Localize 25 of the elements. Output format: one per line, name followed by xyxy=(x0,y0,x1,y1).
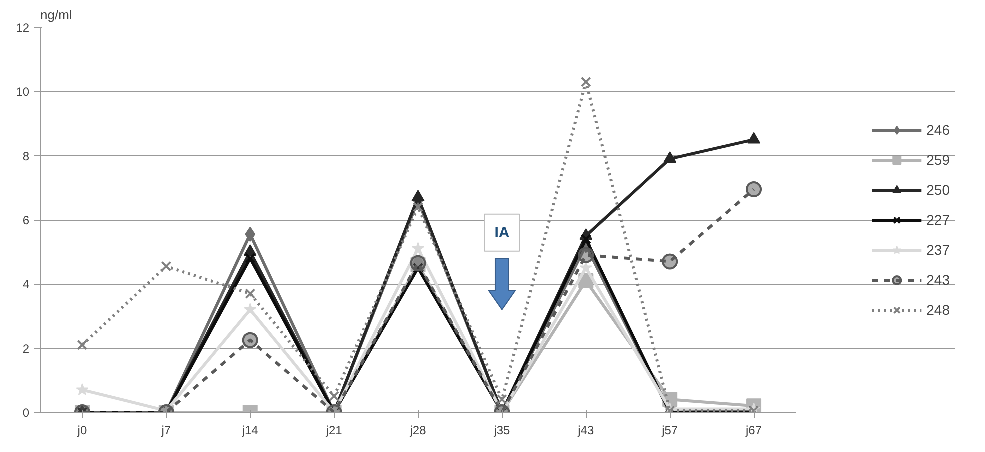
y-tick-label: 8 xyxy=(22,149,30,164)
legend-label: 248 xyxy=(926,302,950,318)
x-tick-label: j14 xyxy=(241,424,259,438)
x-tick-label: j0 xyxy=(76,424,88,438)
x-tick-label: j35 xyxy=(493,424,511,438)
legend-label: 250 xyxy=(926,182,950,198)
x-tick-label: j7 xyxy=(160,424,172,438)
x-tick-label: j67 xyxy=(745,424,762,438)
y-tick-label: 2 xyxy=(22,342,30,356)
y-tick-label: 4 xyxy=(22,278,30,292)
y-tick-label: 0 xyxy=(22,406,30,420)
x-tick-label: j21 xyxy=(325,424,343,438)
y-axis-title: ng/ml xyxy=(40,8,72,22)
legend-label: 227 xyxy=(926,212,950,228)
legend-label: 243 xyxy=(926,272,950,288)
annotation: IA xyxy=(494,224,510,242)
legend-label: 246 xyxy=(926,122,950,138)
y-tick-label: 6 xyxy=(22,214,30,228)
legend-label: 237 xyxy=(926,242,950,258)
x-tick-label: j43 xyxy=(577,424,594,438)
x-tick-label: j57 xyxy=(661,424,678,438)
y-tick-label: 10 xyxy=(16,85,30,100)
x-tick-label: j28 xyxy=(409,424,427,438)
y-tick-label: 12 xyxy=(16,21,30,35)
legend-label: 259 xyxy=(926,152,950,168)
